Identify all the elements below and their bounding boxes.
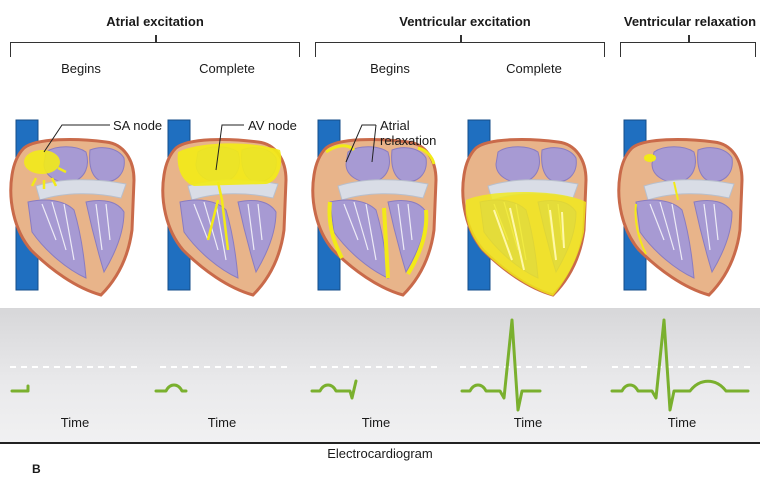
atrial-relaxation-line1: Atrial — [380, 118, 410, 133]
ecg-trace-1 — [12, 386, 28, 391]
time-label-3: Time — [346, 415, 406, 430]
time-label-5: Time — [652, 415, 712, 430]
ecg-trace-4 — [462, 320, 540, 410]
heart-ventricular-complete — [463, 120, 586, 296]
atrial-relaxation-label: Atrial relaxation — [380, 118, 436, 148]
heart-diagrams — [0, 0, 760, 310]
atrial-relaxation-line2: relaxation — [380, 133, 436, 148]
ecg-caption: Electrocardiogram — [0, 446, 760, 461]
ecg-trace-3 — [312, 381, 356, 398]
heart-atrial-begins — [11, 120, 134, 295]
panel-letter: B — [32, 462, 41, 476]
av-node-label: AV node — [248, 118, 297, 133]
heart-atrial-complete — [163, 120, 286, 295]
time-label-1: Time — [45, 415, 105, 430]
heart-ventricular-relaxation — [619, 120, 742, 295]
ecg-trace-5 — [612, 320, 748, 410]
time-label-2: Time — [192, 415, 252, 430]
time-label-4: Time — [498, 415, 558, 430]
sa-node-label: SA node — [113, 118, 162, 133]
ecg-trace-2 — [156, 385, 186, 391]
